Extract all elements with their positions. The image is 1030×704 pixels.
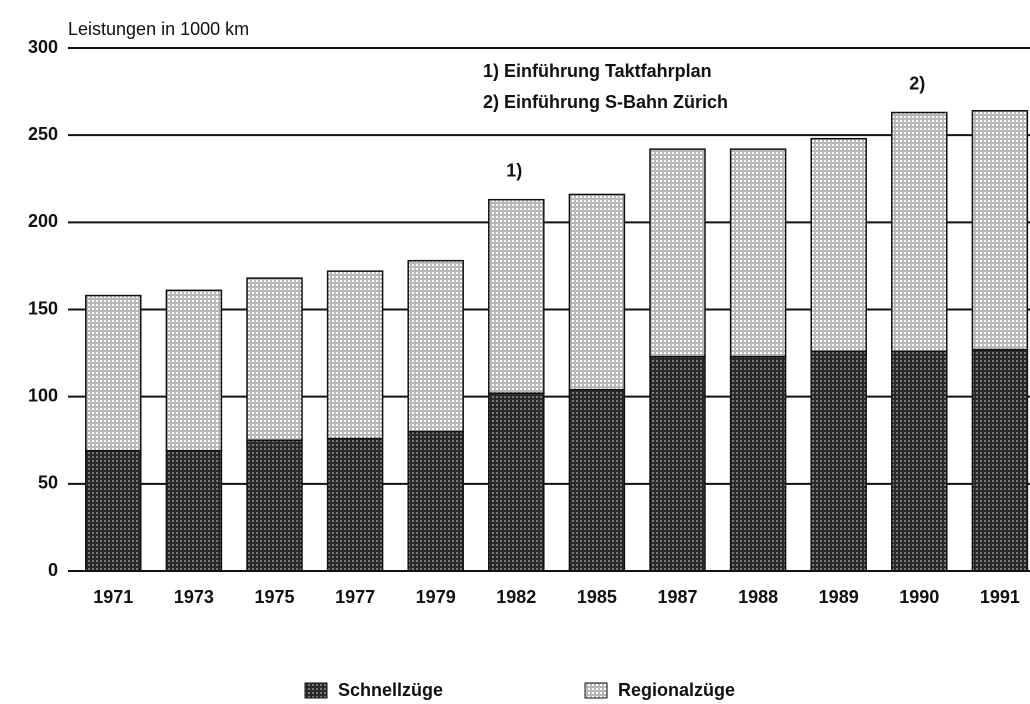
bar-segment bbox=[407, 259, 464, 433]
y-tick-label: 50 bbox=[38, 473, 58, 493]
bar-segment bbox=[568, 193, 626, 391]
y-tick-label: 200 bbox=[28, 211, 58, 231]
bar-segment bbox=[488, 392, 545, 572]
bar-segment bbox=[246, 439, 303, 572]
x-tick-label: 1975 bbox=[254, 587, 294, 607]
bar-segment bbox=[729, 355, 787, 572]
x-tick-label: 1979 bbox=[416, 587, 456, 607]
y-tick-label: 250 bbox=[28, 124, 58, 144]
bar-segment bbox=[971, 348, 1029, 572]
bar-segment bbox=[488, 198, 545, 394]
bar-segment bbox=[729, 148, 787, 358]
y-tick-label: 300 bbox=[28, 37, 58, 57]
bar-segment bbox=[85, 449, 142, 572]
note: 2) Einführung S-Bahn Zürich bbox=[483, 92, 728, 112]
legend-label: Regionalzüge bbox=[618, 680, 735, 700]
bar-segment bbox=[568, 388, 626, 572]
annotation: 1) bbox=[506, 160, 522, 180]
x-tick-label: 1987 bbox=[657, 587, 697, 607]
bar-segment bbox=[407, 430, 464, 572]
y-tick-label: 0 bbox=[48, 560, 58, 580]
x-tick-label: 1971 bbox=[93, 587, 133, 607]
x-tick-label: 1989 bbox=[819, 587, 859, 607]
bar-segment bbox=[649, 148, 706, 358]
x-tick-label: 1990 bbox=[899, 587, 939, 607]
legend-swatch bbox=[584, 682, 608, 699]
bar-segment bbox=[326, 270, 384, 440]
note: 1) Einführung Taktfahrplan bbox=[483, 61, 712, 81]
x-tick-label: 1973 bbox=[174, 587, 214, 607]
bar-segment bbox=[810, 137, 867, 353]
annotation: 2) bbox=[909, 73, 925, 93]
x-tick-label: 1988 bbox=[738, 587, 778, 607]
bar-segment bbox=[85, 294, 142, 452]
bar-segment bbox=[165, 289, 223, 452]
y-tick-label: 150 bbox=[28, 298, 58, 318]
x-tick-label: 1977 bbox=[335, 587, 375, 607]
bar-segment bbox=[165, 449, 223, 572]
legend-swatch bbox=[304, 682, 328, 699]
bar-segment bbox=[246, 277, 303, 441]
x-tick-label: 1991 bbox=[980, 587, 1020, 607]
bar-segment bbox=[326, 437, 384, 572]
x-tick-label: 1982 bbox=[496, 587, 536, 607]
legend-label: Schnellzüge bbox=[338, 680, 443, 700]
y-tick-label: 100 bbox=[28, 385, 58, 405]
bar-segment bbox=[891, 111, 948, 353]
bar-segment bbox=[971, 110, 1029, 351]
x-tick-label: 1985 bbox=[577, 587, 617, 607]
y-axis-label: Leistungen in 1000 km bbox=[68, 19, 249, 39]
bar-segment bbox=[649, 355, 706, 572]
bar-segment bbox=[891, 350, 948, 572]
bar-segment bbox=[810, 350, 867, 572]
